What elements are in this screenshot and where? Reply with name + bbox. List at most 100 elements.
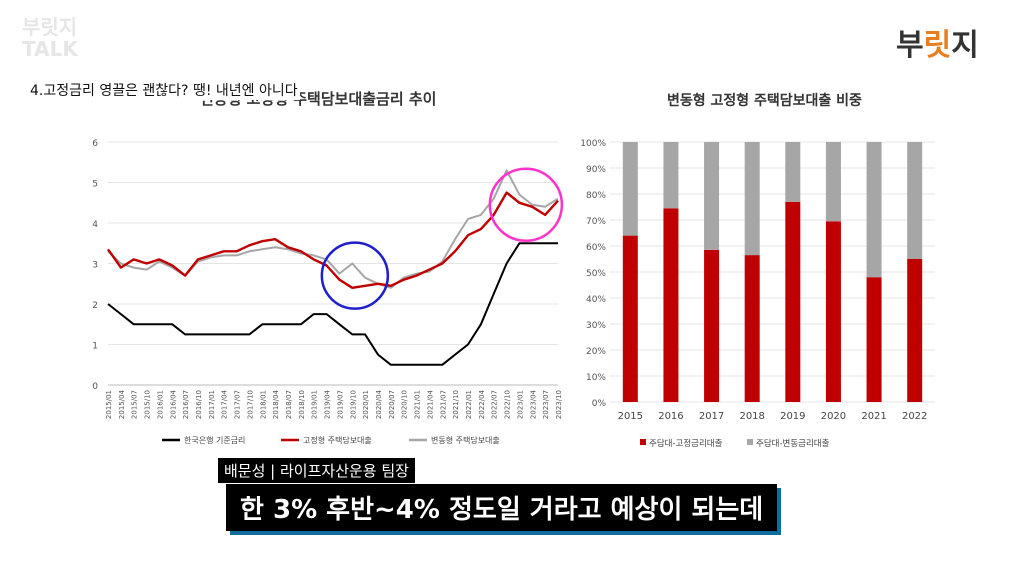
x-tick-label: 2023/07 — [542, 390, 550, 419]
x-tick-label: 2023/10 — [555, 390, 563, 419]
x-tick-label: 2022 — [902, 411, 927, 422]
x-tick-label: 2016/07 — [182, 390, 190, 419]
x-tick-label: 2021/10 — [452, 390, 460, 419]
x-tick-label: 2015/04 — [118, 389, 126, 419]
x-tick-label: 2017/07 — [234, 390, 242, 419]
x-tick-label: 2019/10 — [349, 390, 357, 419]
bar-segment-variable — [825, 142, 841, 222]
y-tick-label: 10% — [586, 373, 606, 383]
y-tick-label: 50% — [586, 269, 606, 279]
logo-left-line1: 부릿지 — [22, 15, 78, 39]
series-line-variable — [107, 169, 559, 289]
x-tick-label: 2016/04 — [169, 389, 177, 419]
x-tick-label: 2018 — [739, 411, 764, 422]
x-tick-label: 2017/01 — [208, 390, 216, 419]
legend-swatch — [640, 439, 646, 445]
brand-logo-left: 부릿지 TALK — [22, 16, 78, 60]
bar-segment-fixed — [663, 208, 679, 402]
y-tick-label: 40% — [586, 295, 606, 305]
x-tick-label: 2016/01 — [156, 390, 164, 419]
right-chart-title: 변동형 고정형 주택담보대출 비중 — [667, 93, 862, 109]
bar-segment-fixed — [907, 259, 923, 402]
x-tick-label: 2023/04 — [529, 389, 537, 419]
x-tick-label: 2023/01 — [516, 390, 524, 419]
loan-share-bar-chart: 0% 10% 20% 30% 40% 50% 60% 70% 80% 90% 100% 2015 201… — [580, 139, 935, 449]
x-tick-label: 2016/10 — [195, 390, 203, 419]
bar-segment-variable — [622, 142, 638, 236]
rate-line-chart: 0 1 2 3 4 5 6 2015/01 2015/04 2015/07 2015/10 2016/… — [92, 139, 564, 445]
y-tick-label: 70% — [586, 217, 606, 227]
x-tick-label: 2017 — [699, 411, 724, 422]
x-tick-label: 2021/07 — [439, 390, 447, 419]
y-tick-label: 60% — [586, 243, 606, 253]
x-tick-label: 2019/01 — [311, 390, 319, 419]
x-tick-label: 2021/01 — [414, 390, 422, 419]
bar-segment-fixed — [622, 235, 638, 402]
series-line-base-rate — [107, 242, 558, 366]
x-tick-label: 2015/01 — [105, 390, 113, 419]
x-tick-label: 2021 — [861, 411, 886, 422]
y-tick-label: 5 — [92, 180, 98, 190]
x-tick-label: 2017/10 — [246, 390, 254, 419]
y-tick-label: 20% — [586, 347, 606, 357]
y-tick-label: 6 — [92, 139, 98, 149]
y-tick-label: 90% — [586, 165, 606, 175]
y-tick-label: 2 — [92, 301, 98, 311]
x-tick-label: 2017/04 — [221, 389, 229, 419]
legend-label: 주담대-고정금리대출 — [649, 438, 723, 449]
speaker-label: 배문성 | 라이프자산운용 팀장 — [218, 458, 415, 483]
x-tick-label: 2015/07 — [131, 390, 139, 419]
y-tick-label: 3 — [92, 261, 98, 271]
brand-logo-right: 부릿지 — [896, 20, 979, 64]
x-tick-label: 2018/01 — [259, 390, 267, 419]
logo-right-part2: 릿 — [923, 28, 952, 63]
highlight-circle-magenta — [488, 167, 564, 243]
bar-segment-fixed — [785, 201, 801, 402]
y-tick-label: 4 — [92, 220, 98, 230]
legend-label: 변동형 주택담보대출 — [431, 435, 500, 445]
bar-segment-variable — [663, 142, 679, 209]
x-tick-label: 2018/10 — [298, 390, 306, 419]
bar-segment-variable — [866, 142, 882, 278]
legend-label: 한국은행 기준금리 — [184, 435, 245, 445]
series-line-fixed — [107, 191, 559, 290]
x-tick-label: 2021/04 — [426, 389, 434, 419]
x-tick-label: 2016 — [658, 411, 683, 422]
x-tick-label: 2022/07 — [491, 390, 499, 419]
y-tick-label: 0% — [592, 399, 607, 409]
bar-segment-fixed — [825, 221, 841, 402]
x-tick-label: 2019/07 — [336, 390, 344, 419]
x-tick-label: 2022/01 — [465, 390, 473, 419]
x-tick-label: 2018/04 — [272, 389, 280, 419]
x-tick-label: 2022/10 — [504, 390, 512, 419]
x-tick-label: 2019 — [780, 411, 805, 422]
x-tick-label: 2020/07 — [388, 390, 396, 419]
legend-label: 주담대-변동금리대출 — [756, 438, 830, 449]
x-tick-label: 2019/04 — [324, 389, 332, 419]
y-tick-label: 0 — [92, 382, 98, 392]
x-tick-label: 2015/10 — [144, 390, 152, 419]
logo-left-line2: TALK — [22, 37, 78, 61]
bar-segment-fixed — [866, 277, 882, 402]
x-tick-label: 2018/07 — [285, 390, 293, 419]
bar-segment-variable — [704, 142, 720, 250]
logo-right-part3: 지 — [951, 28, 979, 63]
x-tick-label: 2020 — [821, 411, 846, 422]
y-tick-label: 80% — [586, 191, 606, 201]
x-tick-label: 2020/04 — [375, 389, 383, 419]
y-tick-label: 30% — [586, 321, 606, 331]
logo-right-part1: 부 — [896, 28, 924, 63]
bar-segment-variable — [744, 142, 760, 256]
x-tick-label: 2020/01 — [362, 390, 370, 419]
x-tick-label: 2020/10 — [401, 390, 409, 419]
slide-title: 4.고정금리 영끌은 괜찮다? 땡! 내년엔 아니다 — [30, 80, 300, 100]
bar-segment-variable — [785, 142, 801, 202]
highlight-circle-blue — [320, 241, 390, 310]
subtitle-caption: 한 3% 후반~4% 정도일 거라고 예상이 되는데 — [226, 484, 778, 531]
bar-segment-fixed — [704, 249, 720, 402]
legend-label: 고정형 주택담보대출 — [303, 435, 372, 445]
x-tick-label: 2022/04 — [478, 389, 486, 419]
x-tick-label: 2015 — [618, 411, 643, 422]
legend-swatch — [747, 439, 753, 445]
bar-segment-variable — [907, 142, 923, 259]
